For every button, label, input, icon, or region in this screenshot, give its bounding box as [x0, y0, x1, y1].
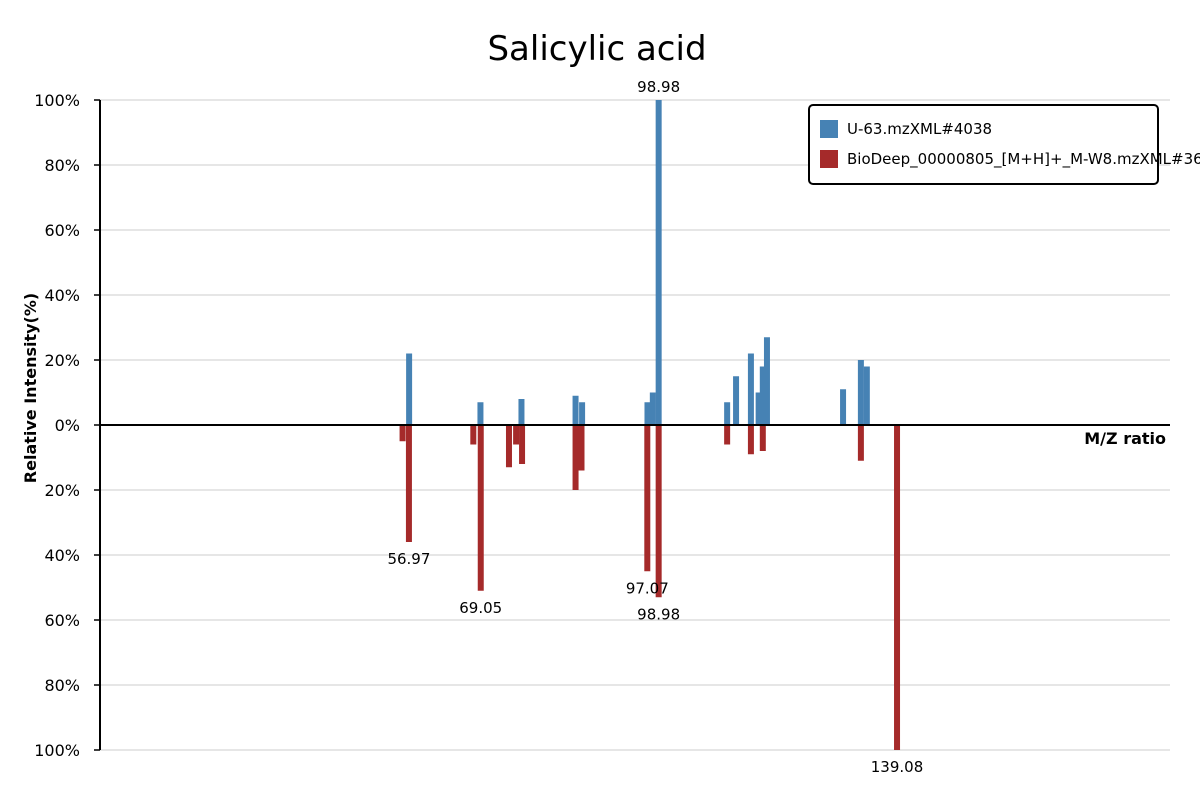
peak-label: 139.08	[871, 758, 924, 776]
bar-series-2	[644, 425, 651, 572]
bar-series-1	[863, 366, 870, 425]
peak-label: 98.98	[637, 605, 680, 623]
bar-series-1	[477, 402, 484, 425]
bar-series-2	[724, 425, 731, 445]
bar-series-2	[399, 425, 406, 442]
bar-series-2	[759, 425, 766, 451]
bar-series-1	[763, 337, 770, 425]
bar-series-2	[513, 425, 520, 445]
y-tick-label: 0%	[55, 416, 80, 435]
y-tick-label: 40%	[44, 286, 80, 305]
legend-label-series-1: U-63.mzXML#4038	[847, 120, 992, 138]
legend: U-63.mzXML#4038 BioDeep_00000805_[M+H]+_…	[808, 104, 1200, 185]
bar-series-2	[578, 425, 585, 471]
bar-series-2	[655, 425, 662, 598]
bar-series-2	[505, 425, 512, 468]
y-tick-label: 20%	[44, 351, 80, 370]
bar-series-2	[470, 425, 477, 445]
bar-series-1	[572, 395, 579, 425]
legend-box	[808, 104, 1159, 185]
bar-series-1	[840, 389, 847, 425]
legend-swatch-series-1	[820, 120, 838, 138]
bar-series-2	[857, 425, 864, 461]
bar-series-2	[477, 425, 484, 591]
y-tick-label: 20%	[44, 481, 80, 500]
peak-label: 56.97	[387, 550, 430, 568]
bar-series-1	[755, 392, 762, 425]
bar-series-2	[572, 425, 579, 490]
bar-series-1	[579, 402, 586, 425]
bar-series-1	[724, 402, 731, 425]
y-tick-label: 100%	[34, 91, 80, 110]
y-tick-label: 80%	[44, 676, 80, 695]
bar-series-1	[733, 376, 740, 425]
bar-series-1	[518, 399, 525, 425]
y-tick-label: 40%	[44, 546, 80, 565]
bar-series-1	[747, 353, 754, 425]
bar-series-1	[857, 360, 864, 425]
peak-label: 97.07	[626, 579, 669, 597]
bar-series-2	[894, 425, 901, 750]
peak-label: 98.98	[637, 78, 680, 96]
bar-series-1	[759, 366, 766, 425]
bar-series-2	[405, 425, 412, 542]
bar-series-2	[747, 425, 754, 455]
legend-swatch-series-2	[820, 150, 838, 168]
peak-labels: 98.98 56.97 97.07 69.05 98.98 139.08	[387, 78, 923, 776]
y-tick-label: 80%	[44, 156, 80, 175]
bars	[399, 100, 901, 750]
y-axis-ticks: 100% 80% 60% 40% 20% 0% 20% 40% 60% 80% 100%	[34, 91, 100, 760]
peak-label: 69.05	[459, 599, 502, 617]
chart-title: Salicylic acid	[487, 29, 706, 69]
x-axis-title: M/Z ratio	[1084, 429, 1166, 448]
legend-label-series-2: BioDeep_00000805_[M+H]+_M-W8.mzXML#36	[847, 150, 1200, 169]
bar-series-1	[649, 392, 656, 425]
bar-series-1	[655, 100, 662, 425]
y-tick-label: 100%	[34, 741, 80, 760]
y-tick-label: 60%	[44, 611, 80, 630]
bar-series-1	[644, 402, 651, 425]
bar-series-2	[519, 425, 526, 464]
y-axis-title: Relative Intensity(%)	[21, 293, 40, 483]
bar-series-1	[406, 353, 413, 425]
y-tick-label: 60%	[44, 221, 80, 240]
